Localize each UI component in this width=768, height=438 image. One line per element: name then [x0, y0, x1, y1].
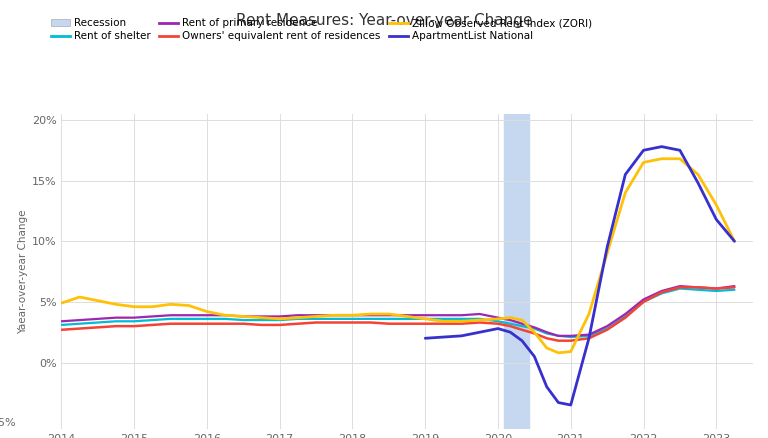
Y-axis label: Yaear-over-year Change: Yaear-over-year Change — [18, 209, 28, 334]
Text: Rent Measures: Year-over-year Change: Rent Measures: Year-over-year Change — [236, 13, 532, 28]
Text: -5%: -5% — [0, 418, 16, 428]
Legend: Recession, Rent of shelter, Rent of primary residence, Owners' equivalent rent o: Recession, Rent of shelter, Rent of prim… — [51, 18, 592, 42]
Bar — [504, 114, 528, 429]
